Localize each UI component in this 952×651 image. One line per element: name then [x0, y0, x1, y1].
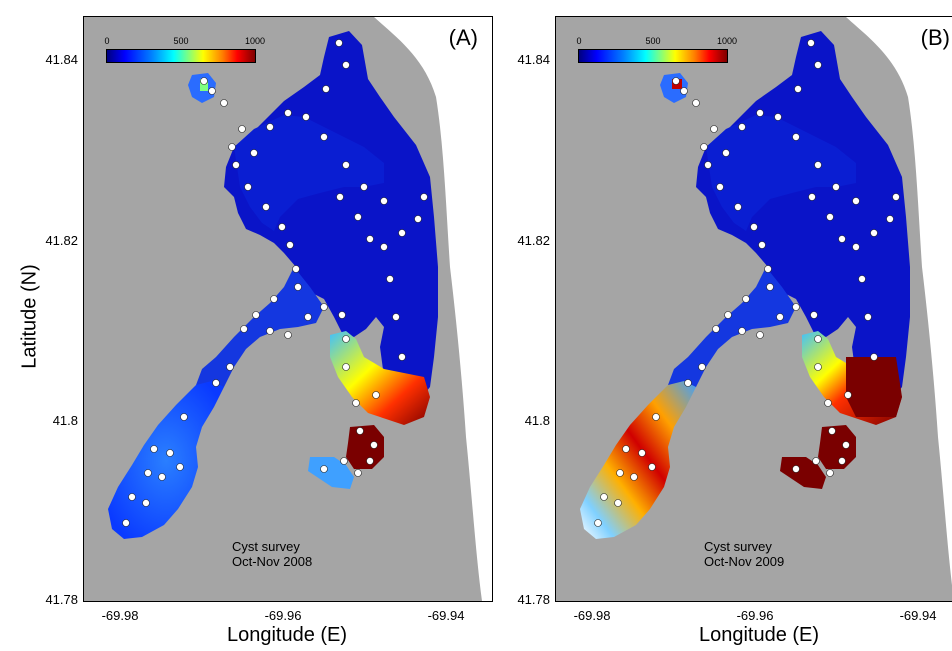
map-panel-b: 0 500 1000 (B) Cyst survey Oct-Nov 2009 — [555, 16, 952, 602]
x-axis-label: Longitude (E) — [226, 624, 348, 646]
annotation-line: Cyst survey — [232, 539, 300, 554]
y-tick-label: 41.84 — [45, 52, 78, 67]
y-tick-label: 41.82 — [517, 233, 550, 248]
water-channel — [668, 267, 796, 393]
annotation-line: Cyst survey — [704, 539, 772, 554]
colorbar-tick: 500 — [645, 36, 661, 46]
water-lower-pond — [308, 457, 354, 489]
water-upper-arm — [706, 115, 856, 231]
colorbar-a: 0 500 1000 — [104, 36, 265, 63]
annotation-b: Cyst survey Oct-Nov 2009 — [704, 539, 784, 569]
water-upper-arm — [234, 115, 384, 231]
y-tick-label: 41.78 — [517, 592, 550, 607]
panel-label-b: (B) — [920, 25, 950, 50]
water-lower-pond — [780, 457, 826, 489]
annotation-a: Cyst survey Oct-Nov 2008 — [232, 539, 312, 569]
x-tick-label: -69.96 — [264, 608, 302, 623]
y-tick-label: 41.78 — [45, 592, 78, 607]
colorbar-b: 0 500 1000 — [576, 36, 737, 63]
colorbar-tick: 500 — [173, 36, 189, 46]
y-tick-label: 41.84 — [517, 52, 550, 67]
water-lower-inlet — [818, 425, 856, 469]
x-tick-label: -69.98 — [101, 608, 139, 623]
ocean-area — [374, 17, 492, 601]
water-south-bay — [330, 331, 430, 425]
y-tick-label: 41.8 — [524, 413, 550, 428]
annotation-line: Oct-Nov 2008 — [232, 554, 313, 569]
y-axis-label: Latitude (N) — [18, 264, 41, 369]
colorbar-tick: 1000 — [716, 36, 738, 46]
ocean-area — [846, 17, 952, 586]
y-tick-label: 41.82 — [45, 233, 78, 248]
water-lower-inlet — [346, 425, 384, 469]
x-axis-label: Longitude (E) — [698, 624, 820, 646]
water-southwest-basin — [108, 381, 224, 539]
colorbar-tick: 0 — [576, 36, 582, 46]
station-markers — [122, 39, 428, 527]
water-south-bay-high — [846, 357, 902, 417]
y-tick-label: 41.8 — [52, 413, 78, 428]
colorbar-tick: 1000 — [244, 36, 266, 46]
map-svg-b — [580, 17, 952, 586]
colorbar-tick: 0 — [104, 36, 110, 46]
water-southwest-basin — [580, 381, 696, 539]
station-markers — [594, 39, 900, 527]
map-svg-a — [108, 17, 492, 601]
annotation-line: Oct-Nov 2009 — [704, 554, 785, 569]
x-tick-label: -69.94 — [899, 608, 937, 623]
panel-label-a: (A) — [448, 25, 478, 50]
map-panel-a: 0 500 1000 (A) Cyst survey Oct-Nov 2008 — [83, 16, 493, 602]
x-tick-label: -69.98 — [573, 608, 611, 623]
x-tick-label: -69.96 — [736, 608, 774, 623]
x-tick-label: -69.94 — [427, 608, 465, 623]
water-channel — [196, 267, 324, 393]
